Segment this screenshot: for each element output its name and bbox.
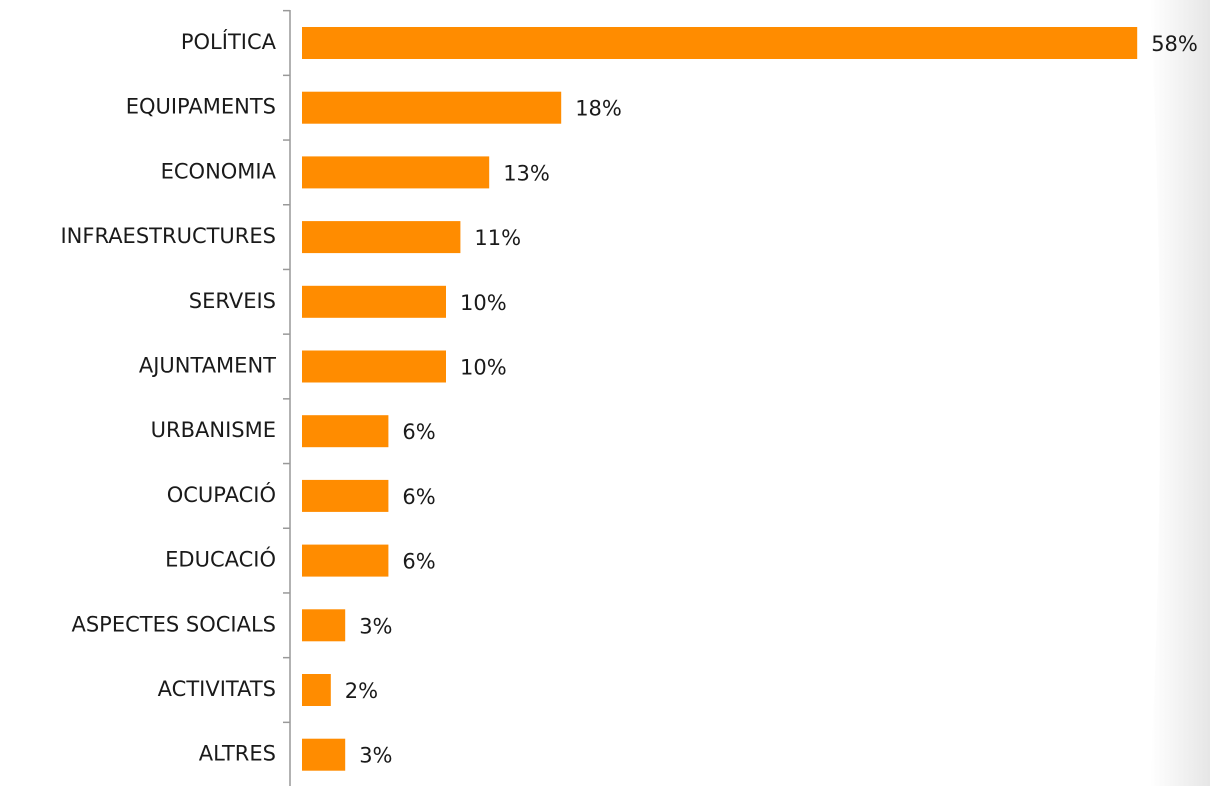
category-label: INFRAESTRUCTURES [60, 224, 276, 248]
background-shade [1150, 0, 1210, 786]
category-label: URBANISME [151, 418, 276, 442]
bar [302, 350, 446, 383]
category-label: ECONOMIA [161, 159, 277, 183]
category-label: POLÍTICA [181, 29, 277, 54]
value-label: 3% [359, 614, 392, 638]
bar [302, 609, 346, 642]
category-label: EDUCACIÓ [165, 547, 276, 572]
value-label: 10% [460, 291, 507, 315]
value-label: 2% [345, 679, 378, 703]
value-label: 11% [474, 226, 521, 250]
bar [302, 544, 389, 577]
value-label: 6% [402, 420, 435, 444]
bar [302, 91, 562, 124]
category-label: SERVEIS [189, 289, 276, 313]
category-label: AJUNTAMENT [139, 354, 276, 378]
category-label: EQUIPAMENTS [126, 95, 276, 119]
category-label: ASPECTES SOCIALS [71, 612, 276, 636]
value-label: 3% [359, 744, 392, 768]
value-label: 58% [1151, 32, 1198, 56]
bar [302, 221, 461, 254]
bar [302, 738, 346, 771]
value-label: 10% [460, 356, 507, 380]
value-label: 6% [402, 550, 435, 574]
bar [302, 156, 490, 189]
bar [302, 415, 389, 448]
bar [302, 27, 1138, 59]
category-label: ALTRES [199, 742, 276, 766]
value-label: 6% [402, 485, 435, 509]
value-label: 18% [575, 97, 622, 121]
bar [302, 674, 331, 706]
category-label: OCUPACIÓ [167, 482, 276, 507]
category-label: ACTIVITATS [158, 677, 276, 701]
bar [302, 285, 446, 318]
bar [302, 479, 389, 512]
value-label: 13% [503, 161, 550, 185]
